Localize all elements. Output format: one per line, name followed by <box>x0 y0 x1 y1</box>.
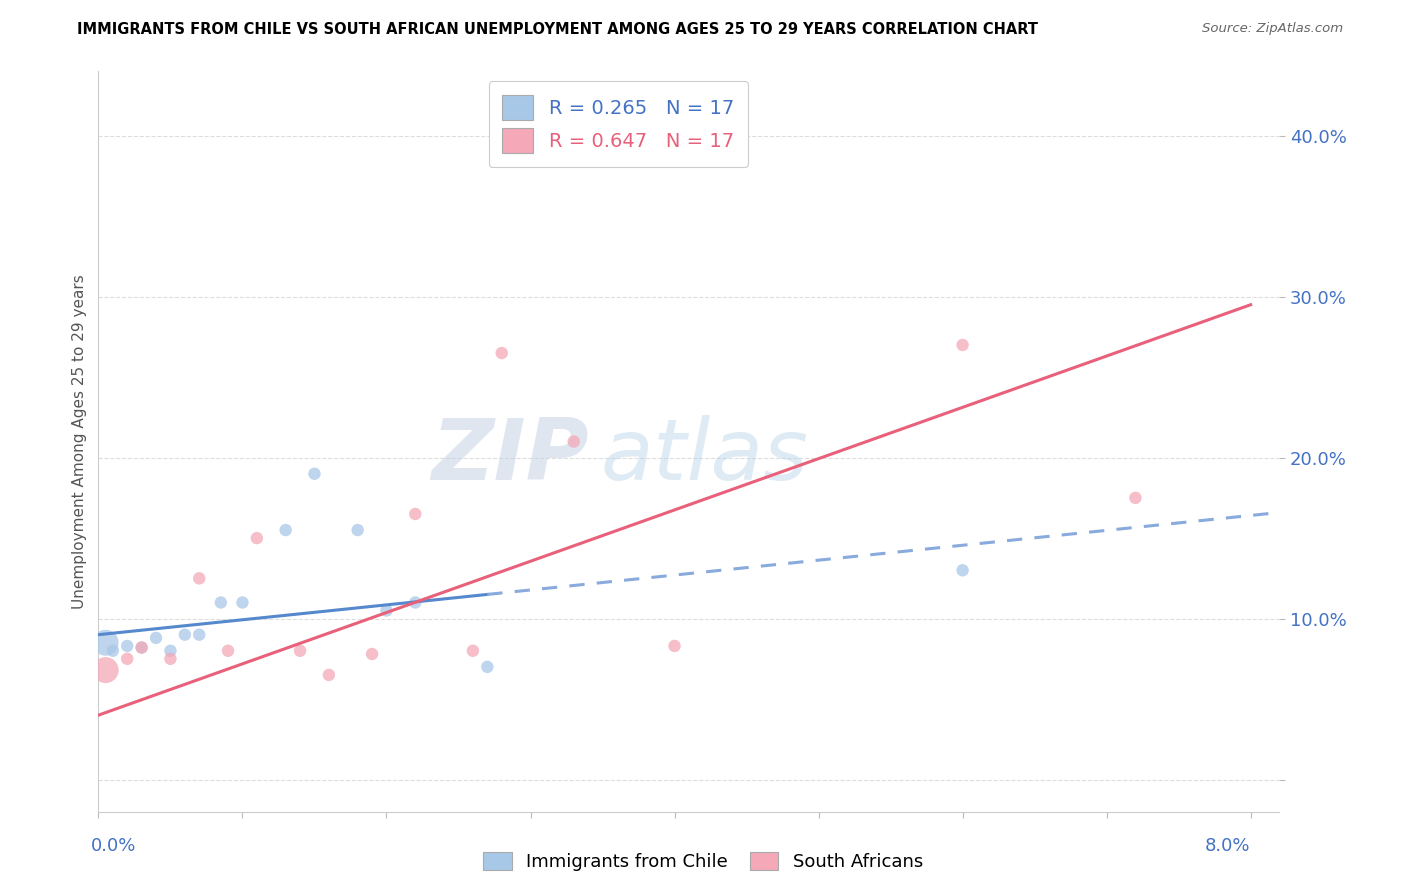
Point <box>101 644 124 658</box>
Point <box>491 346 513 360</box>
Point <box>461 644 484 658</box>
Point <box>361 647 384 661</box>
Point <box>94 663 117 677</box>
Text: 0.0%: 0.0% <box>91 838 136 855</box>
Point <box>188 571 211 585</box>
Point <box>274 523 297 537</box>
Point <box>318 668 340 682</box>
Text: 8.0%: 8.0% <box>1205 838 1251 855</box>
Y-axis label: Unemployment Among Ages 25 to 29 years: Unemployment Among Ages 25 to 29 years <box>72 274 87 609</box>
Point <box>159 652 181 666</box>
Point <box>231 595 253 609</box>
Point <box>664 639 686 653</box>
Point <box>145 631 167 645</box>
Point <box>404 507 426 521</box>
Point <box>304 467 326 481</box>
Point <box>94 636 117 650</box>
Point <box>477 660 499 674</box>
Point <box>562 434 585 449</box>
Point <box>217 644 239 658</box>
Point <box>188 628 211 642</box>
Point <box>115 652 138 666</box>
Point <box>131 640 153 655</box>
Legend: Immigrants from Chile, South Africans: Immigrants from Chile, South Africans <box>475 845 931 879</box>
Point <box>952 563 974 577</box>
Point <box>173 628 195 642</box>
Point <box>346 523 368 537</box>
Point <box>159 644 181 658</box>
Text: ZIP: ZIP <box>430 415 589 498</box>
Point <box>115 639 138 653</box>
Text: IMMIGRANTS FROM CHILE VS SOUTH AFRICAN UNEMPLOYMENT AMONG AGES 25 TO 29 YEARS CO: IMMIGRANTS FROM CHILE VS SOUTH AFRICAN U… <box>77 22 1038 37</box>
Point <box>375 603 398 617</box>
Text: Source: ZipAtlas.com: Source: ZipAtlas.com <box>1202 22 1343 36</box>
Point <box>1125 491 1147 505</box>
Point <box>404 595 426 609</box>
Point <box>131 640 153 655</box>
Point <box>246 531 269 545</box>
Point <box>288 644 311 658</box>
Legend: R = 0.265   N = 17, R = 0.647   N = 17: R = 0.265 N = 17, R = 0.647 N = 17 <box>488 81 748 167</box>
Point <box>209 595 232 609</box>
Text: atlas: atlas <box>600 415 808 498</box>
Point <box>952 338 974 352</box>
